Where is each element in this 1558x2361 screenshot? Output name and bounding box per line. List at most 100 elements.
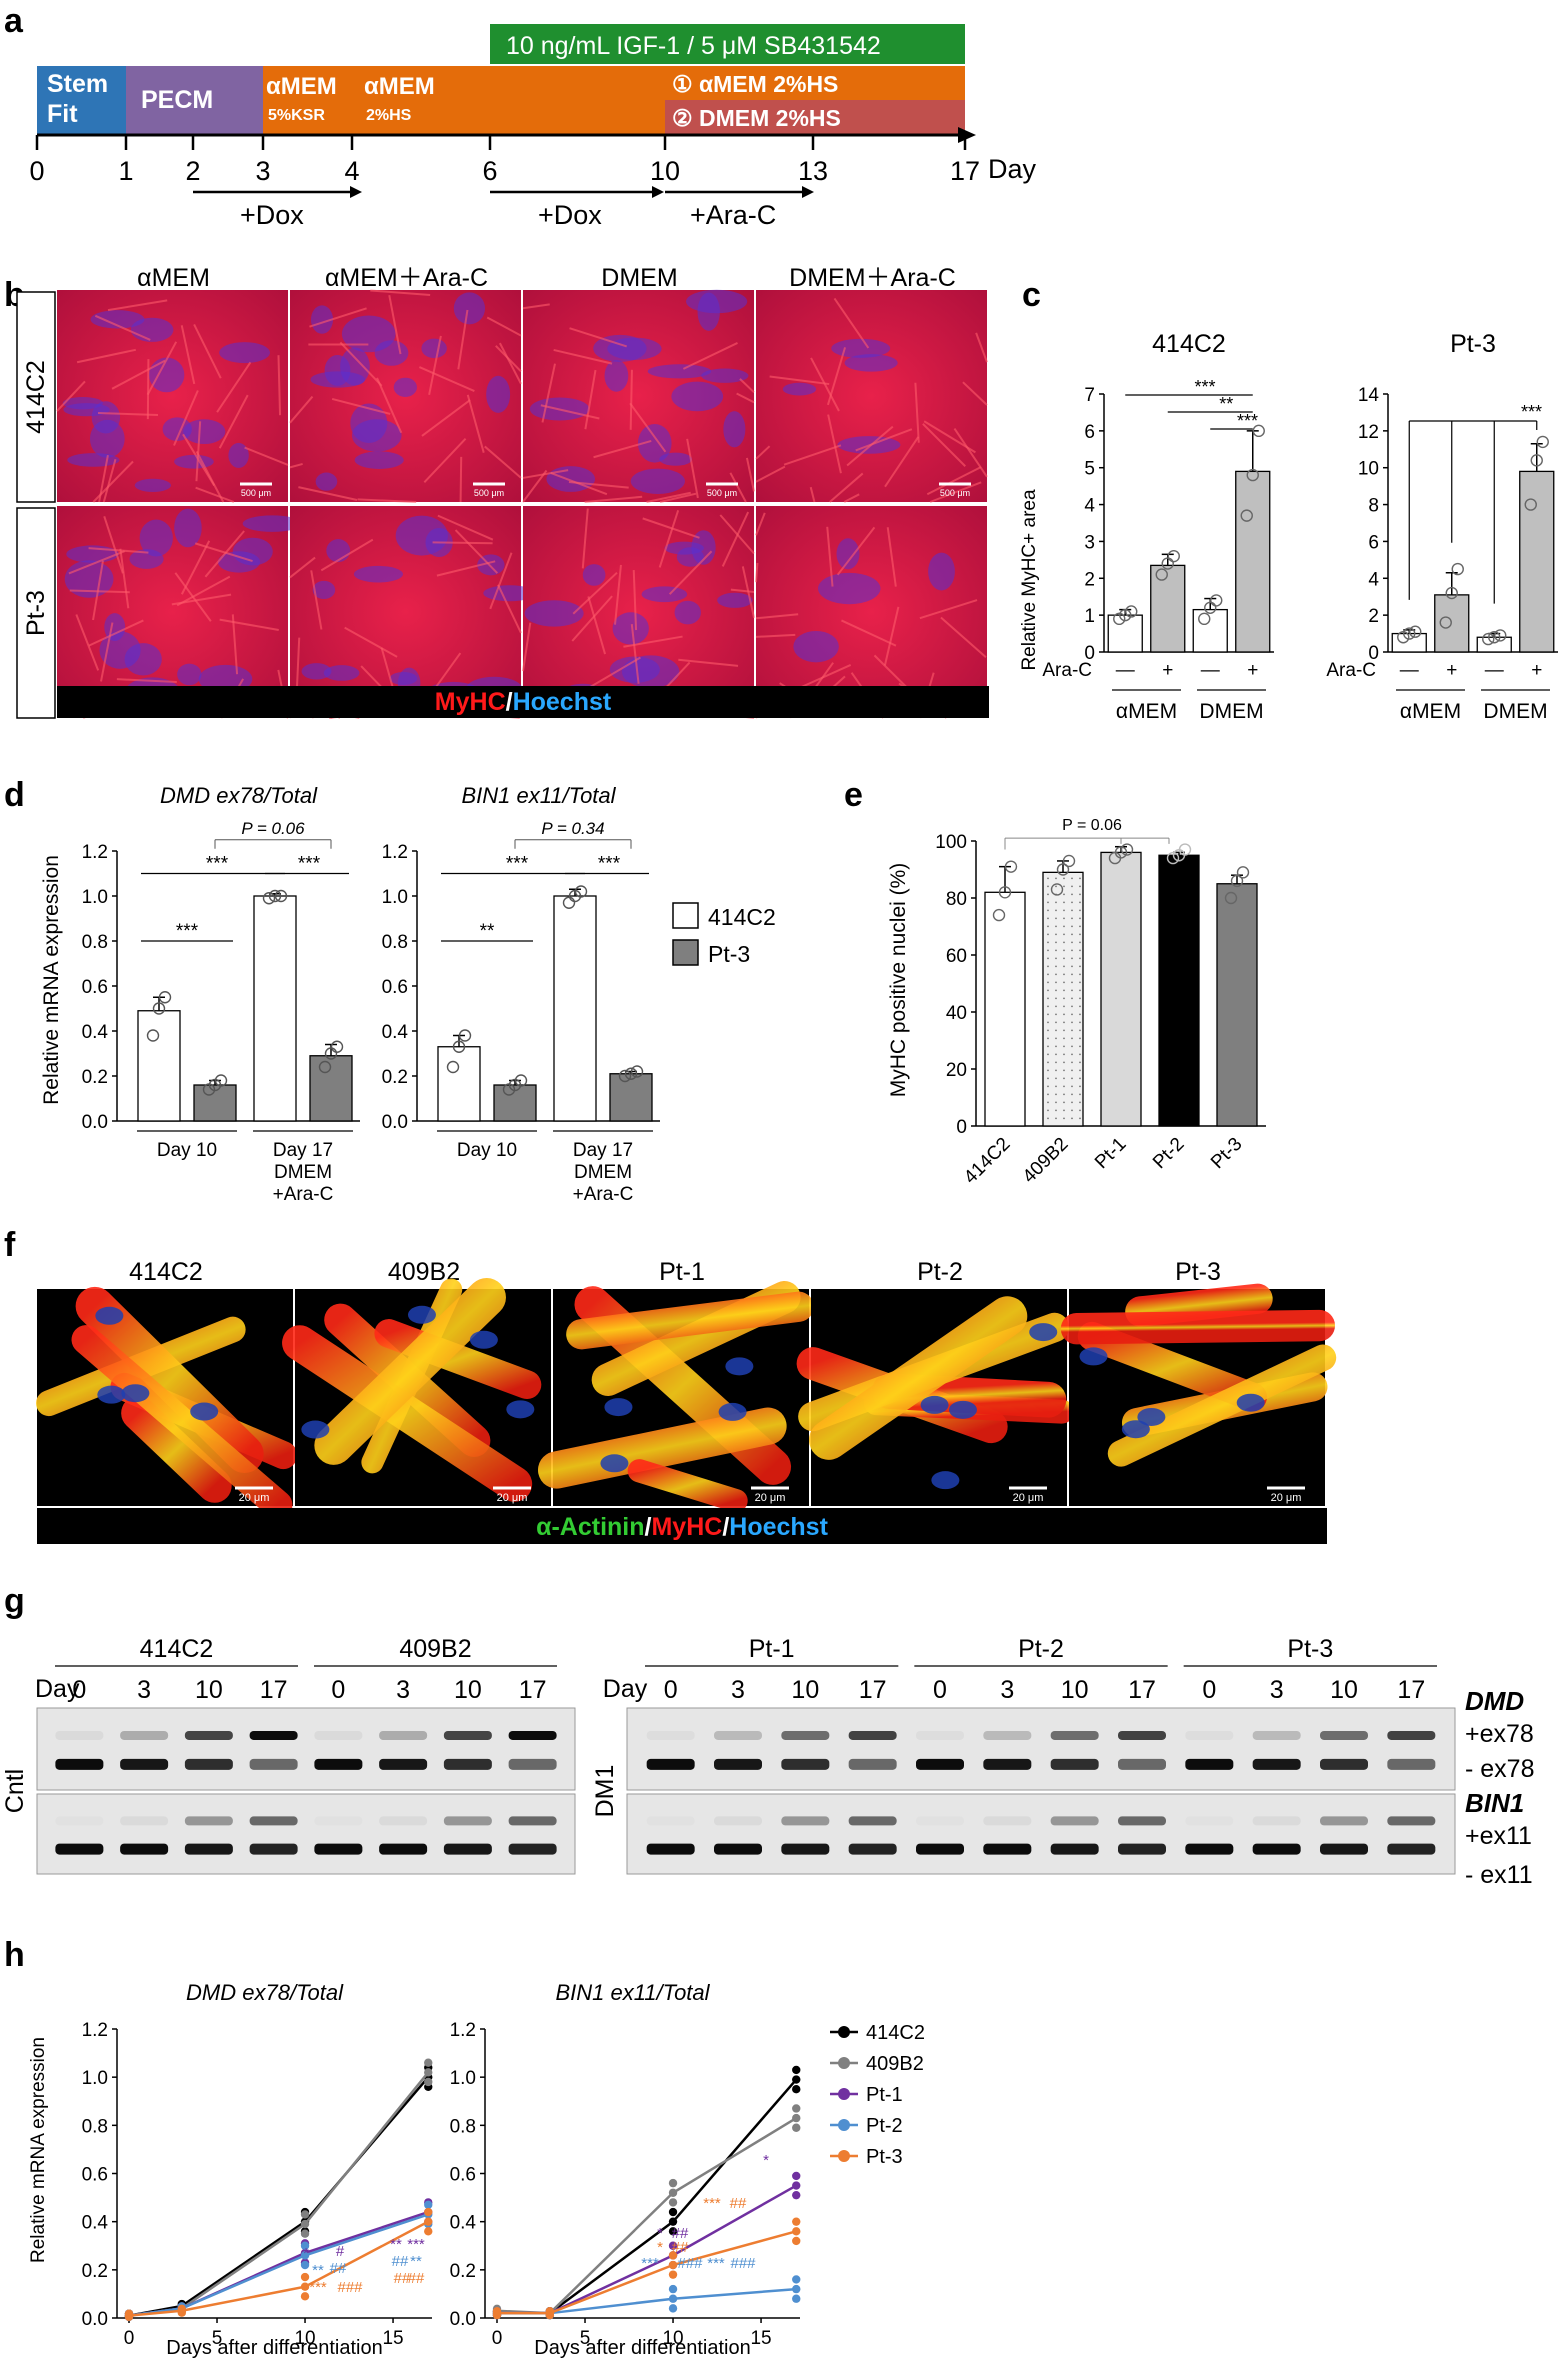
myotube-fibre [810, 357, 840, 412]
nuclei-cluster [134, 478, 171, 492]
myotube-fibre [953, 427, 988, 478]
sig-marker: ** [410, 2253, 422, 2270]
y-tick-label: 1.2 [82, 842, 108, 863]
bar-pattern-dot [1047, 901, 1049, 904]
myotube-fibre [678, 658, 739, 667]
nuclei-cluster [63, 403, 110, 417]
y-tick-label: 0.4 [82, 2213, 109, 2234]
gel-band-lower [55, 1843, 104, 1855]
nucleus [121, 1384, 150, 1403]
timeline-tick-label: 13 [798, 156, 828, 186]
data-point [1403, 627, 1416, 640]
gel-band-upper [1050, 1816, 1099, 1826]
bar-pattern-dot [1063, 1021, 1065, 1024]
data-point [146, 1029, 160, 1042]
scale-label: 20 μm [755, 1492, 786, 1504]
legend-h: 414C2 409B2 Pt-1 Pt-2 Pt-3 [830, 2022, 925, 2168]
cell-line-label: 409B2 [399, 1635, 471, 1663]
gel-band-lower [714, 1843, 762, 1855]
nuclei-cluster [641, 586, 688, 603]
y-tick-label: 0.0 [82, 2309, 108, 2330]
timeline-ticks: 0 1 2 3 4 6 10 13 17 [29, 135, 980, 186]
myotube-fibre [103, 515, 124, 574]
nucleus [718, 1402, 747, 1421]
bar-pattern-dot [1047, 973, 1049, 976]
panel-e-ylabel: MyHC positive nuclei (%) [887, 863, 910, 1098]
myotube-fibre [686, 438, 699, 499]
sig-marker: ### [337, 2279, 363, 2296]
timeline-tick-label: 6 [482, 156, 497, 186]
myotube [121, 1395, 232, 1503]
bar-pattern-dot [1063, 1101, 1065, 1104]
myotube-fibre [588, 656, 641, 689]
series-point [792, 2227, 801, 2236]
bar-pattern-dot [1047, 1101, 1049, 1104]
bar-pattern-dot [1071, 877, 1073, 880]
data-point [274, 889, 288, 903]
series-point [300, 2282, 310, 2291]
day-label: 17 [1397, 1676, 1425, 1704]
data-point [1062, 854, 1076, 868]
bar-pattern-dot [1071, 909, 1073, 912]
gel-band-lower [916, 1843, 964, 1855]
scale-label: 20 μm [497, 1492, 528, 1504]
bar-pattern-dot [1071, 893, 1073, 896]
data-point [1210, 594, 1223, 607]
stain-sep-f1: / [645, 1513, 652, 1541]
sig-label: ** [1219, 394, 1233, 414]
myotube-fibre [182, 433, 216, 487]
bar-pattern-dot [1047, 1093, 1049, 1096]
bar-pattern-dot [1079, 909, 1081, 912]
bar [1519, 470, 1555, 653]
series-line [497, 2287, 797, 2315]
myotube [314, 1277, 506, 1465]
legend-marker [838, 2057, 850, 2069]
series-point [668, 2198, 678, 2207]
gel-band-lower [1387, 1843, 1436, 1855]
series-point [668, 2227, 678, 2236]
nucleus [469, 1330, 498, 1349]
series-line [497, 2078, 798, 2315]
myotube-fibre [107, 299, 168, 312]
sig-label: *** [506, 854, 529, 875]
y-tick-label: 0.0 [82, 1112, 108, 1133]
nuclei-cluster [421, 338, 447, 359]
category-label: DMEM [274, 1162, 332, 1183]
series-line [128, 2076, 430, 2317]
bar [137, 1010, 181, 1122]
data-point [1114, 846, 1128, 859]
day-label: 17 [519, 1676, 547, 1704]
data-point [1246, 468, 1259, 482]
bar-pattern-dot [1079, 893, 1081, 896]
bar-pattern-dot [1055, 917, 1057, 920]
timeline-arrowhead [958, 127, 976, 143]
y-tick-label: 0.8 [82, 2116, 108, 2137]
nucleus [97, 1385, 126, 1404]
gel-band-upper [508, 1816, 557, 1826]
nucleus [725, 1357, 754, 1376]
category-label: +Ara-C [273, 1184, 334, 1205]
sig-marker: *** [703, 2195, 721, 2212]
series-point [300, 2292, 310, 2301]
bar-pattern-dot [1047, 933, 1049, 936]
nuclei-cluster [486, 375, 511, 413]
data-point [618, 1069, 632, 1083]
myotube-fibre [783, 444, 842, 466]
myotube-fibre [116, 678, 177, 684]
bar-pattern-dot [1079, 1013, 1081, 1016]
bar-pattern-dot [1071, 1021, 1073, 1024]
y-tick-label: 0.2 [450, 2261, 476, 2282]
series-point [668, 2304, 678, 2313]
series-point [792, 2190, 801, 2200]
bar-pattern-dot [1071, 949, 1073, 952]
nuclei-cluster [630, 468, 685, 494]
myotube-fibre [630, 623, 640, 684]
day-label: 3 [1270, 1676, 1284, 1704]
data-point [262, 892, 276, 905]
data-point [1125, 605, 1138, 618]
timeline-unit: Day [988, 154, 1037, 184]
arac-sign: + [1446, 660, 1457, 681]
data-point [1155, 568, 1168, 581]
myotube [1125, 1283, 1273, 1327]
bar-pattern-dot [1063, 973, 1065, 976]
